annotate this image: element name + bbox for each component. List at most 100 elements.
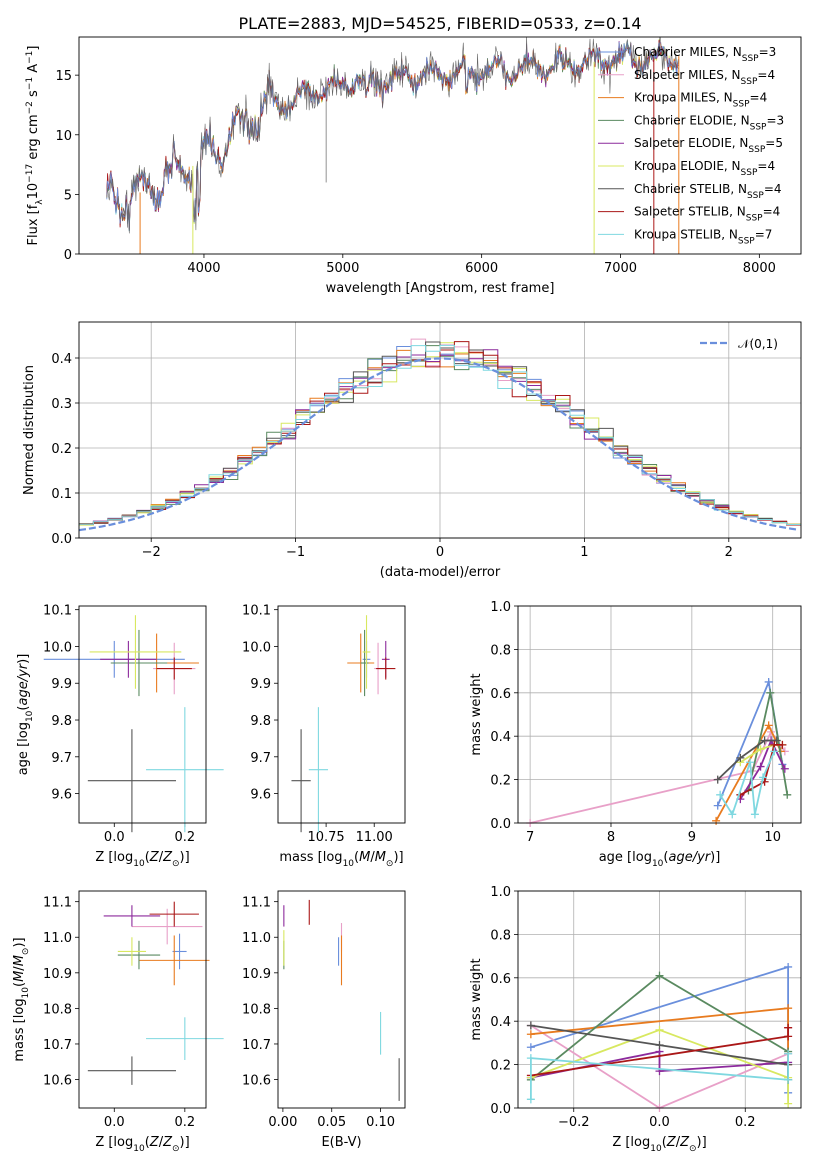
mass-z-ytick-label: 11.0: [43, 931, 72, 946]
mw-age-series-chabrier-stelib-marker: [772, 736, 781, 745]
mw-age-series-salpeter-elodie-marker: [780, 764, 789, 773]
mw-age-series-chabrier-miles-marker: [764, 677, 773, 686]
age-mass-ytick-label: 9.7: [250, 751, 271, 766]
mw-age-series-salpeter-miles: [529, 730, 786, 824]
age-z-ytick-label: 9.9: [51, 677, 72, 692]
age-z-ytick-label: 10.0: [43, 640, 72, 655]
hist-axes: −2 −1 0 1 2 0.0 0.1 0.2 0.3 0.4: [51, 322, 801, 560]
mw-z-xtick-label: −0.2: [558, 1115, 590, 1130]
age-z-xtick-label: 0.2: [174, 830, 195, 845]
mass-z-xtick-label: 0.2: [174, 1115, 195, 1130]
mw-age-series-kroupa-elodie-marker: [756, 745, 765, 754]
age-mass-xtick-label: 11.00: [356, 830, 393, 845]
age-mass-ytick-label: 9.8: [250, 714, 271, 729]
mw-z-ytick-label: 0.6: [490, 972, 511, 987]
spectrum-legend-label: Salpeter STELIB, NSSP=4: [634, 205, 780, 224]
age-z-point-chabrier-elodie: [110, 629, 168, 697]
mass-z-ytick-label: 10.8: [43, 1002, 72, 1017]
age-mass-ytick-label: 9.9: [250, 677, 271, 692]
spectrum-legend-label: Kroupa MILES, NSSP=4: [634, 91, 767, 110]
age-mass-ytick-label: 9.6: [250, 788, 271, 803]
spectrum-legend: Chabrier MILES, NSSP=3 Salpeter MILES, NS…: [598, 45, 784, 246]
mw-age-series-chabrier-stelib: [717, 739, 777, 781]
mw-age-axes: 7 8 9 10 0.0 0.2 0.4 0.6 0.8 1.0: [490, 600, 801, 845]
mw-z-xlabel: Z [log10(Z/Z⊙)]: [612, 1135, 706, 1154]
mw-age-xtick-label: 9: [688, 830, 696, 845]
mw-z-series-chabrier-elodie-marker: [655, 971, 664, 980]
spectrum-xtick-label: 6000: [465, 261, 498, 276]
hist-xtick-label: −2: [142, 545, 161, 560]
mw-z-series-chabrier-miles-marker: [526, 1043, 535, 1052]
mass-ebv-ytick-label: 11.1: [242, 896, 271, 911]
age-mass-xlabel: mass [log10(M/M⊙)]: [279, 850, 403, 869]
mass-ebv-axes: 0.00 0.05 0.10 10.6 10.7 10.8 10.9 11.0 11.1: [242, 896, 395, 1130]
mw-z-ytick-label: 0.4: [490, 1015, 511, 1030]
mw-age-series-chabrier-miles-marker: [713, 801, 722, 810]
mass-z-point-kroupa-elodie: [117, 937, 147, 966]
spectrum-ytick-label: 15: [55, 69, 72, 84]
age-mass-point-chabrier-stelib: [291, 729, 311, 833]
mw-z-series-kroupa-stelib-marker: [784, 1075, 793, 1084]
mass-ebv-xlabel: E(B-V): [321, 1135, 361, 1150]
mw-age-series-chabrier-stelib-marker: [713, 775, 722, 784]
spectrum-legend-label: Chabrier STELIB, NSSP=4: [634, 182, 782, 201]
mass-z-point-kroupa-miles: [138, 935, 210, 986]
mass-z-point-salpeter-elodie: [103, 905, 161, 927]
age-mass-ytick-label: 10.0: [242, 640, 271, 655]
mw-z-ytick-label: 1.0: [490, 885, 511, 900]
spectrum-legend-label: Kroupa STELIB, NSSP=7: [634, 227, 772, 246]
mw-z-series-kroupa-elodie: [530, 1028, 789, 1104]
mw-age-ytick-label: 1.0: [490, 600, 511, 615]
hist-xtick-label: 1: [580, 545, 588, 560]
mw-age-series-kroupa-stelib-marker: [746, 758, 755, 767]
mw-age-series-kroupa-stelib-marker: [758, 773, 767, 782]
mass-z-frame: [78, 890, 207, 1109]
mass-ebv-ytick-label: 10.9: [242, 967, 271, 982]
spectrum-legend-label: Salpeter MILES, NSSP=4: [634, 68, 775, 87]
mass-ebv-ytick-label: 10.8: [242, 1002, 271, 1017]
age-z-xtick-label: 0.0: [104, 830, 125, 845]
mw-z-ytick-label: 0.2: [490, 1059, 511, 1074]
mw-z-series-chabrier-stelib-marker: [655, 1041, 664, 1050]
spectrum-axes: 4000 5000 6000 7000 8000 0 5 10 15: [55, 69, 775, 276]
mw-age-frame: [517, 605, 802, 824]
spectrum-xtick-label: 7000: [604, 261, 637, 276]
spectrum-legend-label: Salpeter ELODIE, NSSP=5: [634, 136, 783, 155]
mw-age-series-salpeter-stelib-marker: [778, 740, 787, 749]
mass-z-ylabel: mass [log10(M/M⊙)]: [12, 937, 31, 1061]
age-z-point-salpeter-stelib: [156, 657, 192, 680]
mw-age-series-kroupa-stelib-marker: [728, 810, 737, 819]
age-z-point-kroupa-stelib: [146, 707, 224, 833]
mass-z-ytick-label: 10.7: [43, 1038, 72, 1053]
mw-z-series-kroupa-miles-marker: [526, 1030, 535, 1039]
age-z-point-salpeter-elodie: [100, 640, 157, 678]
spectrum-frame: [78, 36, 802, 255]
mw-age-ytick-label: 0.8: [490, 643, 511, 658]
mw-age-series-chabrier-stelib-marker: [736, 753, 745, 762]
hist-legend-label: 𝒩(0,1): [738, 337, 778, 351]
age-mass-point-salpeter-stelib: [376, 657, 396, 680]
spectrum-ytick-label: 10: [55, 129, 72, 144]
hist-ytick-label: 0.3: [51, 397, 72, 412]
hist-steps: [79, 338, 801, 532]
age-z-point-kroupa-elodie: [89, 615, 182, 689]
mass-z-point-kroupa-stelib: [146, 1017, 224, 1060]
mass-z-xtick-label: 0.0: [104, 1115, 125, 1130]
mw-z-ylabel: mass weight: [469, 958, 484, 1040]
mw-z-series-kroupa-stelib-marker: [784, 1049, 793, 1058]
age-mass-point-kroupa-stelib: [308, 707, 329, 833]
mass-z-ytick-label: 10.6: [43, 1074, 72, 1089]
mw-age-ytick-label: 0.4: [490, 730, 511, 745]
mw-z-frame: [517, 890, 802, 1109]
mass-z-ytick-label: 10.9: [43, 967, 72, 982]
mw-age-series-chabrier-elodie-marker: [766, 688, 775, 697]
age-mass-point-chabrier-elodie: [360, 629, 369, 697]
mass-z-xlabel: Z [log10(Z/Z⊙)]: [95, 1135, 189, 1154]
mass-ebv-frame: [277, 890, 406, 1109]
mass-ebv-ytick-label: 10.6: [242, 1074, 271, 1089]
age-mass-frame: [277, 605, 406, 824]
hist-xlabel: (data-model)/error: [380, 565, 501, 580]
mw-age-ylabel: mass weight: [469, 673, 484, 755]
mw-age-xlabel: age [log10(age/yr)]: [599, 850, 721, 869]
mw-age-series-kroupa-stelib-marker: [770, 747, 779, 756]
